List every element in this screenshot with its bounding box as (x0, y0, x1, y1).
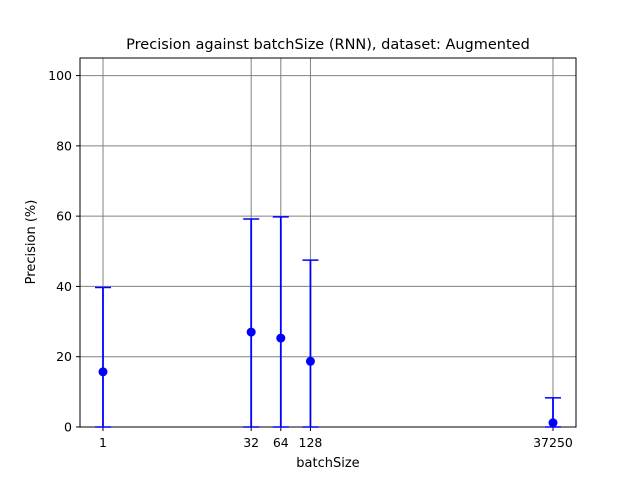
y-axis-label: Precision (%) (24, 200, 39, 285)
data-point (548, 418, 558, 428)
data-point (276, 333, 286, 343)
data-point (98, 367, 108, 377)
y-tick-label: 20 (56, 349, 72, 364)
data-series (95, 216, 561, 428)
data-point (246, 327, 256, 337)
y-tick-label: 40 (56, 279, 72, 294)
x-tick-label: 128 (299, 435, 323, 450)
y-tick-label: 60 (56, 209, 72, 224)
grid (80, 58, 576, 428)
chart-title: Precision against batchSize (RNN), datas… (126, 37, 530, 53)
y-tick-label: 80 (56, 138, 72, 153)
x-axis-label: batchSize (296, 456, 359, 471)
x-tick-label: 37250 (533, 435, 573, 450)
data-point (305, 356, 315, 366)
x-tick-label: 1 (99, 435, 107, 450)
y-tick-label: 100 (48, 68, 72, 83)
x-axis: 1 32 64 128 37250 (99, 427, 573, 450)
x-tick-label: 64 (273, 435, 289, 450)
plot-area (79, 57, 577, 428)
y-axis: 0 20 40 60 80 100 (48, 68, 80, 435)
x-tick-label: 32 (243, 435, 259, 450)
y-tick-label: 0 (64, 420, 72, 435)
